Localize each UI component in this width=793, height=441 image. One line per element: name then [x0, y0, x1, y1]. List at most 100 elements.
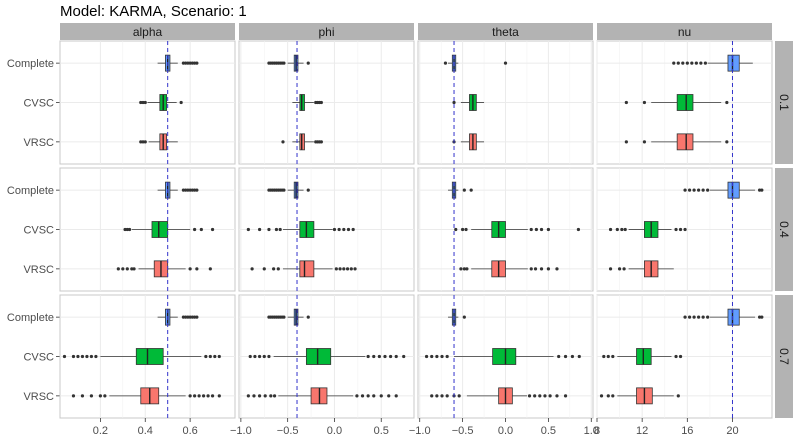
x-tick-label: 0.2 [93, 425, 108, 437]
outlier-point [281, 140, 285, 144]
outlier-point [672, 61, 676, 65]
outlier-point [687, 315, 692, 319]
outlier-point [462, 188, 466, 192]
outlier-point [555, 394, 559, 398]
outlier-point [617, 267, 622, 271]
outlier-point [267, 227, 271, 232]
outlier-point [306, 315, 310, 319]
outlier-point [725, 140, 729, 144]
outlier-point [353, 267, 357, 271]
outlier-point [534, 227, 538, 232]
outlier-point [602, 354, 606, 359]
outlier-point [697, 315, 701, 319]
outlier-point [462, 267, 466, 271]
outlier-point [529, 227, 533, 232]
outlier-point [208, 267, 212, 271]
outlier-point [548, 394, 552, 398]
outlier-point [179, 100, 183, 105]
outlier-point [372, 394, 376, 398]
outlier-point [349, 267, 353, 271]
outlier-point [76, 354, 80, 359]
outlier-point [464, 227, 468, 232]
y-tick-label-vrsc: VRSC [23, 391, 54, 403]
strip-label-nu: nu [678, 25, 691, 39]
outlier-point [141, 140, 145, 144]
outlier-point [620, 227, 624, 232]
outlier-point [760, 315, 764, 319]
row-strip-label: 0.1 [777, 94, 791, 111]
outlier-point [71, 354, 76, 359]
x-tick-label: 0.0 [498, 425, 513, 437]
outlier-point [539, 227, 544, 232]
x-tick-label: 0.6 [182, 425, 197, 437]
outlier-point [269, 394, 273, 398]
outlier-point [181, 61, 185, 65]
outlier-point [445, 394, 449, 398]
outlier-point [263, 394, 267, 398]
outlier-point [257, 394, 262, 398]
outlier-point [188, 61, 192, 65]
outlier-point [267, 354, 271, 359]
outlier-point [452, 100, 456, 105]
outlier-point [366, 354, 370, 359]
outlier-point [606, 354, 610, 359]
outlier-point [465, 267, 469, 271]
x-tick-label: −0.5 [277, 425, 299, 437]
box-complete [727, 308, 740, 326]
outlier-point [188, 267, 192, 271]
outlier-point [683, 188, 687, 192]
y-tick-label-vrsc: VRSC [23, 137, 54, 149]
outlier-point [262, 267, 266, 271]
outlier-point [252, 394, 256, 398]
outlier-point [430, 354, 434, 359]
outlier-point [454, 227, 458, 232]
outlier-point [355, 394, 359, 398]
outlier-point [608, 227, 613, 232]
outlier-point [199, 227, 203, 232]
outlier-point [139, 140, 143, 144]
x-tick-label: 0.0 [327, 425, 342, 437]
outlier-point [394, 394, 398, 398]
outlier-point [250, 267, 254, 271]
outlier-point [306, 188, 310, 192]
outlier-point [190, 188, 194, 192]
strip-alpha [60, 23, 235, 40]
strip-label-theta: theta [492, 25, 519, 39]
outlier-point [366, 394, 370, 398]
outlier-point [342, 227, 346, 232]
outlier-point [282, 61, 286, 65]
outlier-point [674, 227, 678, 232]
row-strip-0.7 [775, 295, 793, 418]
outlier-point [462, 315, 466, 319]
outlier-point [188, 315, 192, 319]
outlier-point [469, 188, 473, 192]
outlier-point [208, 354, 212, 359]
x-tick-label: −0.5 [452, 425, 474, 437]
y-tick-label-cvsc: CVSC [23, 225, 54, 237]
outlier-point [282, 188, 286, 192]
outlier-point [71, 394, 76, 398]
outlier-point [611, 394, 615, 398]
strip-phi [239, 23, 414, 40]
outlier-point [193, 188, 197, 192]
outlier-point [319, 140, 323, 144]
chart-title: Model: KARMA, Scenario: 1 [60, 3, 247, 20]
outlier-point [195, 61, 199, 65]
outlier-point [332, 227, 337, 232]
outlier-point [529, 267, 533, 271]
outlier-point [557, 354, 561, 359]
outlier-point [190, 61, 194, 65]
outlier-point [683, 227, 687, 232]
outlier-point [430, 394, 434, 398]
outlier-point [345, 267, 350, 271]
strip-label-phi: phi [318, 25, 334, 39]
outlier-point [459, 267, 463, 271]
x-tick-label: 12 [636, 425, 648, 437]
outlier-point [383, 354, 387, 359]
outlier-point [127, 227, 132, 232]
x-tick-label: 0.5 [374, 425, 389, 437]
outlier-point [503, 61, 508, 65]
outlier-point [143, 140, 147, 144]
outlier-point [319, 100, 323, 105]
outlier-point [692, 188, 696, 192]
